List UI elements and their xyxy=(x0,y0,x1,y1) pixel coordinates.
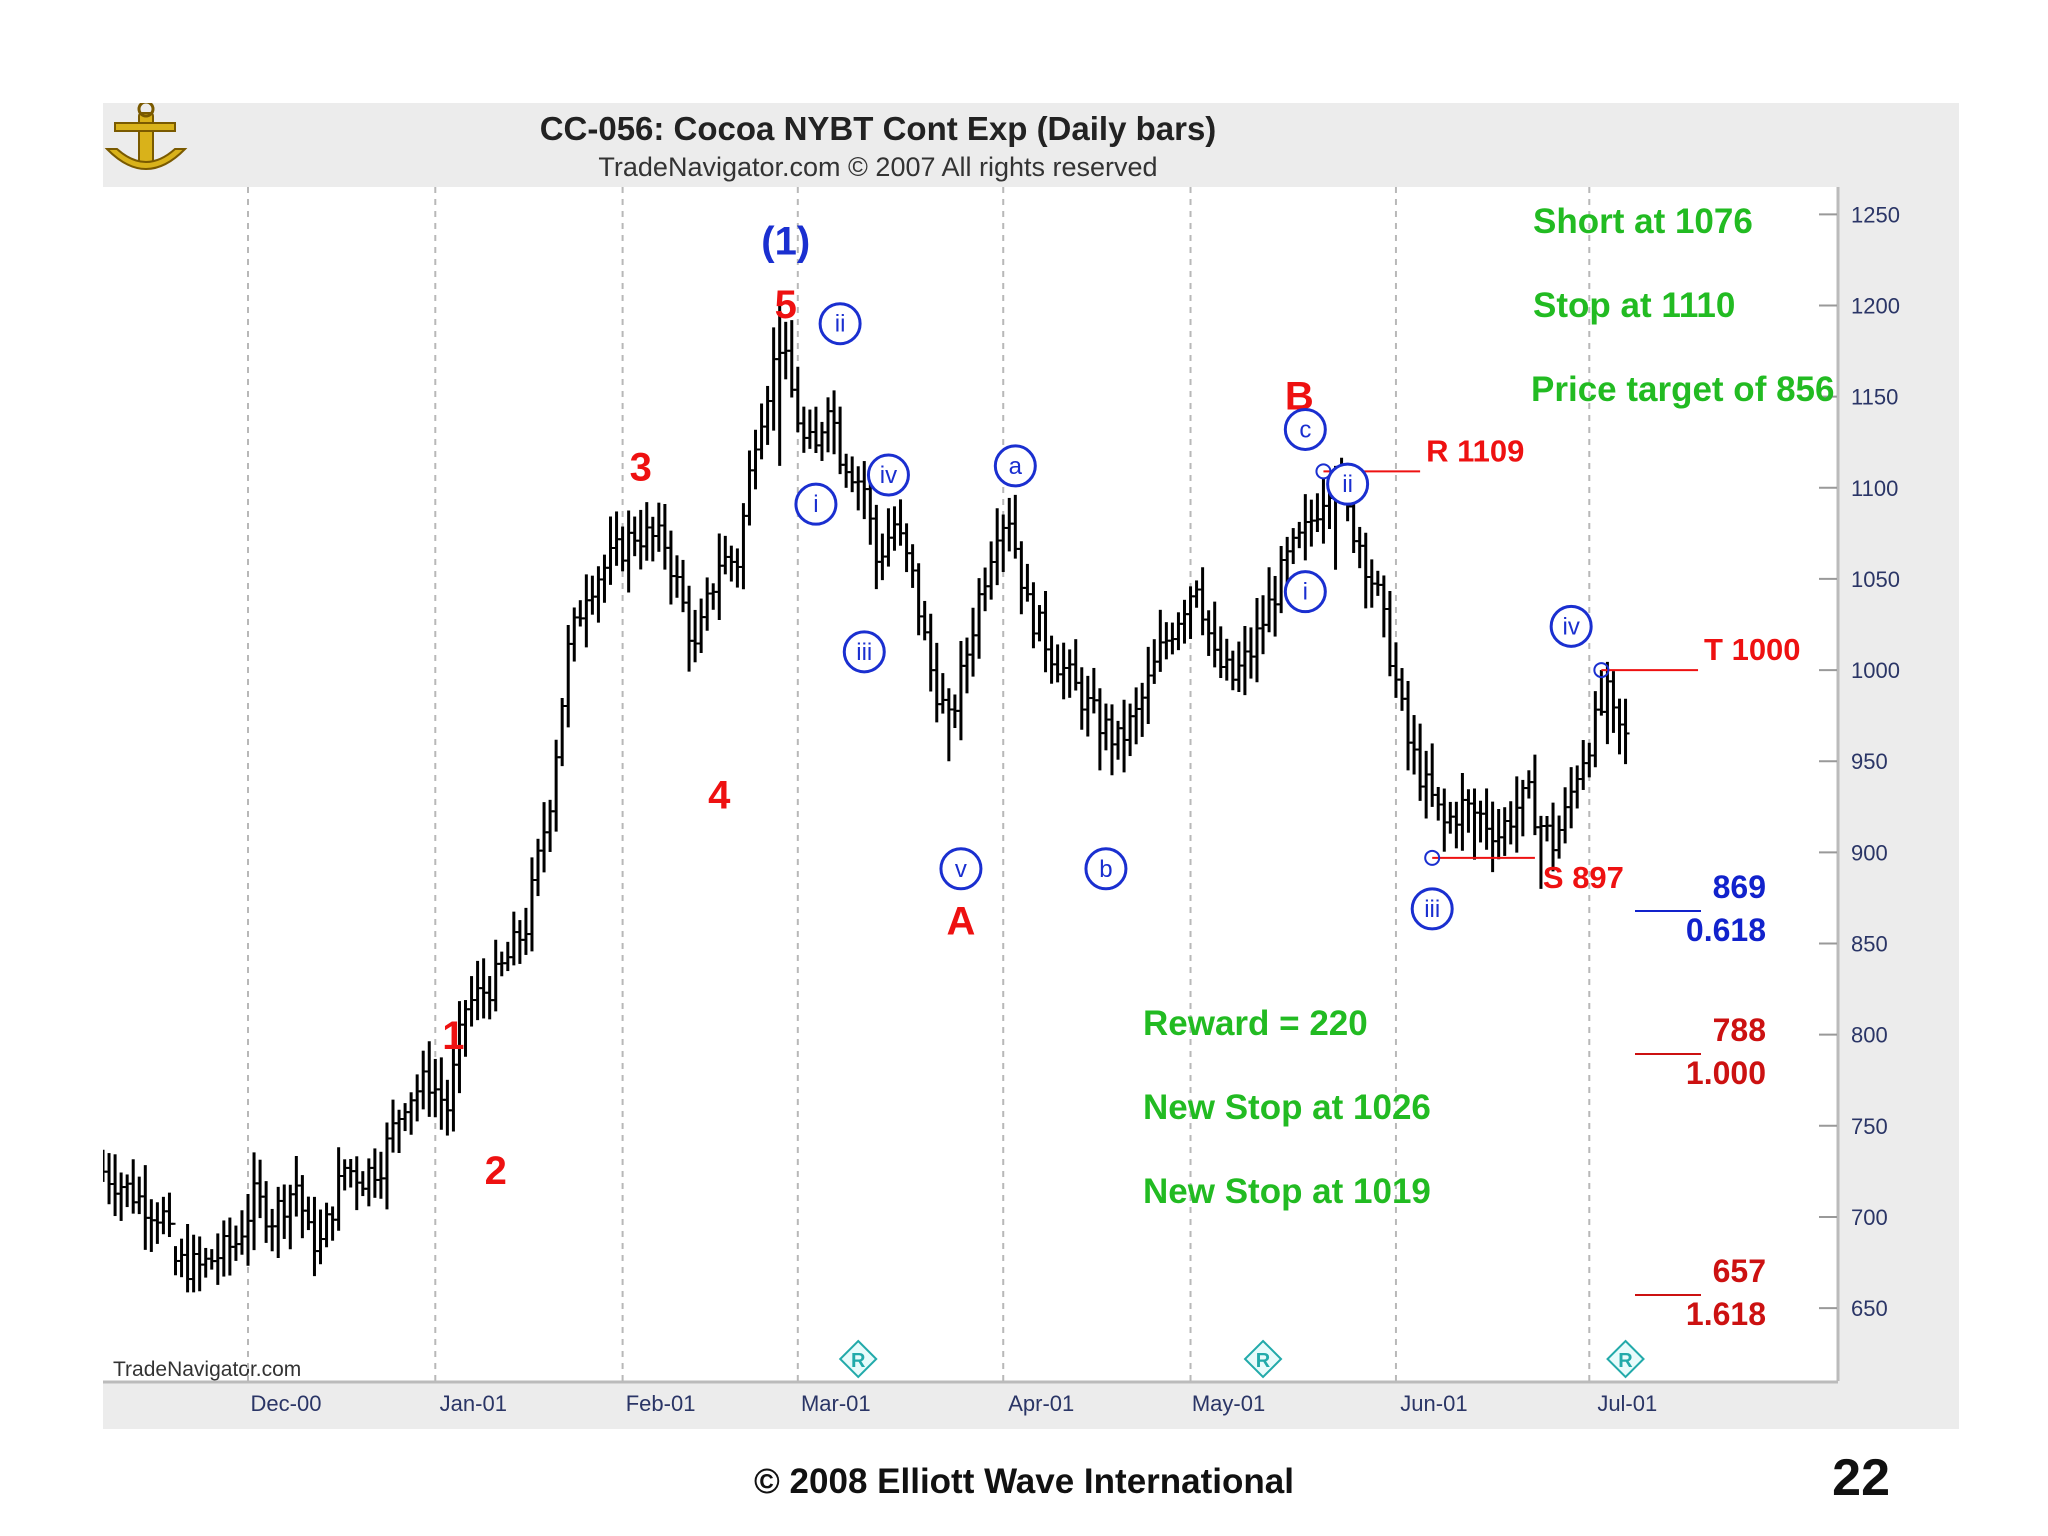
wave-label: 1 xyxy=(442,1014,464,1058)
plot-area xyxy=(103,187,1837,1381)
wave-label-circled: c xyxy=(1283,407,1327,451)
y-tick-label: 800 xyxy=(1851,1023,1888,1048)
note-new-stop-2: New Stop at 1019 xyxy=(1143,1172,1431,1211)
y-tick-label: 1100 xyxy=(1851,476,1898,501)
x-tick-label: Feb-01 xyxy=(626,1391,696,1416)
level-label: S 897 xyxy=(1543,860,1624,895)
y-axis: 650 700 750 800 850 900 950 1000 1050 1100 1150 120… xyxy=(1819,202,1900,1321)
x-axis: Dec-00 Jan-01 Feb-01 Mar-01 Apr-01 May-01 Jun-… xyxy=(251,1391,1658,1416)
wave-label-text: ii xyxy=(835,311,846,338)
y-tick-label: 1000 xyxy=(1851,658,1900,683)
note-reward: Reward = 220 xyxy=(1143,1004,1368,1043)
fib-value: 869 xyxy=(1713,869,1766,905)
x-tick-label: Jul-01 xyxy=(1597,1391,1657,1416)
note-short: Short at 1076 xyxy=(1533,202,1753,241)
y-tick-label: 1200 xyxy=(1851,293,1900,318)
y-tick-label: 700 xyxy=(1851,1205,1888,1230)
note-new-stop-1: New Stop at 1026 xyxy=(1143,1088,1431,1127)
y-tick-label: 900 xyxy=(1851,840,1888,865)
wave-label: A xyxy=(946,899,975,943)
wave-label: 5 xyxy=(775,283,797,327)
wave-label-circled: iv xyxy=(1549,604,1593,648)
wave-label-text: v xyxy=(955,856,967,883)
r-marker-icon: R xyxy=(838,1339,878,1379)
chart-svg: CC-056: Cocoa NYBT Cont Exp (Daily bars)… xyxy=(103,103,1900,1416)
fib-ratio: 1.618 xyxy=(1686,1296,1766,1332)
level-marker xyxy=(1424,849,1441,866)
fib-value: 788 xyxy=(1713,1012,1766,1048)
r-marker-text: R xyxy=(1618,1350,1633,1372)
wave-label-circled: a xyxy=(993,444,1037,488)
wave-label-text: iii xyxy=(856,639,872,666)
x-tick-label: Jan-01 xyxy=(440,1391,507,1416)
note-stop: Stop at 1110 xyxy=(1533,286,1735,325)
y-tick-label: 650 xyxy=(1851,1296,1888,1321)
price-bar xyxy=(1621,698,1630,765)
tradenavigator-logo-icon xyxy=(104,103,188,170)
fib-projection-1000: 788 1.000 xyxy=(1635,1012,1766,1091)
wave-label-circled: b xyxy=(1084,847,1128,891)
x-tick-label: Dec-00 xyxy=(251,1391,322,1416)
wave-label-text: iv xyxy=(880,462,897,489)
level-label: T 1000 xyxy=(1704,632,1801,667)
price-bars xyxy=(103,301,1630,1293)
chart-watermark: TradeNavigator.com xyxy=(113,1358,301,1381)
y-tick-label: 1150 xyxy=(1851,385,1898,410)
wave-label-text: i xyxy=(813,491,818,518)
chart-subtitle: TradeNavigator.com © 2007 All rights res… xyxy=(598,152,1157,182)
wave-label-text: iv xyxy=(1562,613,1579,640)
chart-frame: CC-056: Cocoa NYBT Cont Exp (Daily bars)… xyxy=(103,103,1959,1429)
r-marker-text: R xyxy=(851,1350,866,1372)
wave-label-circled: i xyxy=(1283,570,1327,614)
wave-label-text: i xyxy=(1303,579,1308,606)
wave-label: 3 xyxy=(630,445,652,489)
fib-ratio: 1.000 xyxy=(1686,1055,1766,1091)
wave-label-text: ii xyxy=(1342,471,1353,498)
r-marker-icon: R xyxy=(1243,1339,1283,1379)
chart-title: CC-056: Cocoa NYBT Cont Exp (Daily bars) xyxy=(540,110,1217,147)
wave-label-text: a xyxy=(1009,453,1023,480)
wave-label-circled: i xyxy=(794,482,838,526)
x-tick-label: Apr-01 xyxy=(1008,1391,1074,1416)
y-tick-label: 750 xyxy=(1851,1114,1888,1139)
wave-label-text: iii xyxy=(1424,896,1440,923)
note-target: Price target of 856 xyxy=(1531,370,1834,409)
wave-label: (1) xyxy=(761,219,810,263)
wave-label: 2 xyxy=(485,1149,507,1193)
level-label: R 1109 xyxy=(1426,433,1524,468)
wave-label: 4 xyxy=(708,774,731,818)
y-tick-label: 950 xyxy=(1851,749,1888,774)
wave-label-circled: v xyxy=(939,847,983,891)
wave-label-circled: iv xyxy=(866,453,910,497)
r-marker-icon: R xyxy=(1606,1339,1645,1379)
y-tick-label: 850 xyxy=(1851,932,1888,957)
x-tick-label: Jun-01 xyxy=(1400,1391,1467,1416)
wave-label-circled: iii xyxy=(1410,887,1454,931)
wave-label-text: b xyxy=(1099,856,1112,883)
fib-ratio: 0.618 xyxy=(1686,912,1766,948)
fib-value: 657 xyxy=(1713,1253,1766,1289)
x-tick-label: Mar-01 xyxy=(801,1391,871,1416)
y-tick-label: 1050 xyxy=(1851,567,1900,592)
fib-projection-0618: 869 0.618 xyxy=(1635,869,1766,948)
wave-label-circled: ii xyxy=(818,302,862,346)
fib-projection-1618: 657 1.618 xyxy=(1635,1253,1766,1332)
wave-label-text: c xyxy=(1299,416,1311,443)
level-marker xyxy=(1593,662,1610,679)
r-marker-text: R xyxy=(1256,1350,1271,1372)
page-number: 22 xyxy=(1832,1449,1890,1507)
wave-label-circled: iii xyxy=(842,630,886,674)
price-levels: R 1109 T 1000 S 897 xyxy=(1315,433,1801,895)
footer-copyright: © 2008 Elliott Wave International xyxy=(754,1462,1294,1501)
wave-label-circled: ii xyxy=(1326,462,1370,506)
y-tick-label: 1250 xyxy=(1851,202,1900,227)
x-tick-label: May-01 xyxy=(1192,1391,1265,1416)
